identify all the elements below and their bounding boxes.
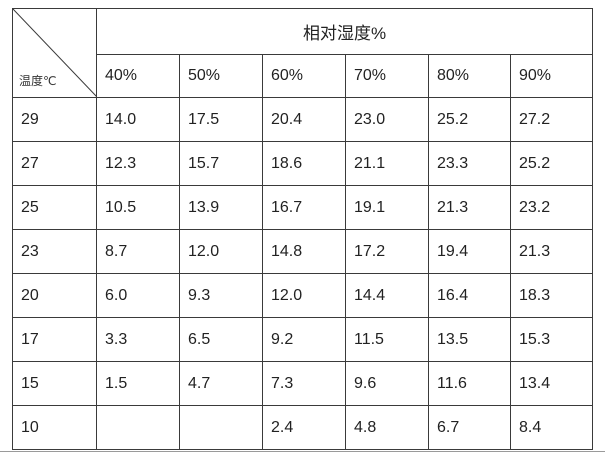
- value-cell: 25.2: [428, 97, 511, 142]
- value-cell: 25.2: [509, 141, 594, 186]
- value-cell: [96, 405, 180, 450]
- value-cell: 11.6: [428, 361, 511, 406]
- value-cell: 17.2: [345, 229, 429, 274]
- value-cell: 7.3: [262, 361, 346, 406]
- table-row: 15 1.5 4.7 7.3 9.6 11.6 13.4: [12, 361, 594, 406]
- table-row: 25 10.5 13.9 16.7 19.1 21.3 23.2: [12, 185, 594, 230]
- value-cell: 18.3: [509, 273, 594, 318]
- value-cell: 6.0: [96, 273, 180, 318]
- value-cell: 9.3: [179, 273, 263, 318]
- value-cell: 9.6: [345, 361, 429, 406]
- value-cell: 15.7: [179, 141, 263, 186]
- table-row: 20 6.0 9.3 12.0 14.4 16.4 18.3: [12, 273, 594, 318]
- value-cell: [179, 405, 263, 450]
- value-cell: 14.0: [96, 97, 180, 142]
- value-cell: 17.5: [179, 97, 263, 142]
- dew-point-table-container: 温度℃ 相对湿度% 40% 50% 60% 70% 80% 90% 29 14.…: [12, 8, 594, 450]
- relative-humidity-header: 相对湿度%: [95, 8, 594, 55]
- group-header-row: 温度℃ 相对湿度%: [12, 8, 594, 98]
- temperature-cell: 23: [12, 229, 97, 274]
- humidity-header-40: 40%: [96, 54, 180, 98]
- value-cell: 21.1: [345, 141, 429, 186]
- value-cell: 9.2: [262, 317, 346, 362]
- value-cell: 11.5: [345, 317, 429, 362]
- value-cell: 20.4: [262, 97, 346, 142]
- value-cell: 3.3: [96, 317, 180, 362]
- value-cell: 21.3: [509, 229, 594, 274]
- humidity-header-50: 50%: [179, 54, 263, 98]
- value-cell: 4.8: [345, 405, 429, 450]
- temperature-cell: 27: [12, 141, 97, 186]
- table-row: 23 8.7 12.0 14.8 17.2 19.4 21.3: [12, 229, 594, 274]
- value-cell: 12.0: [262, 273, 346, 318]
- temperature-axis-label: 温度℃: [19, 74, 57, 88]
- value-cell: 13.5: [428, 317, 511, 362]
- value-cell: 10.5: [96, 185, 180, 230]
- value-cell: 23.3: [428, 141, 511, 186]
- table-row: 27 12.3 15.7 18.6 21.1 23.3 25.2: [12, 141, 594, 186]
- value-cell: 1.5: [96, 361, 180, 406]
- humidity-header-70: 70%: [345, 54, 429, 98]
- value-cell: 19.4: [428, 229, 511, 274]
- temperature-cell: 20: [12, 273, 97, 318]
- value-cell: 6.7: [428, 405, 511, 450]
- table-row: 29 14.0 17.5 20.4 23.0 25.2 27.2: [12, 97, 594, 142]
- value-cell: 8.4: [509, 405, 594, 450]
- value-cell: 18.6: [262, 141, 346, 186]
- humidity-header-row: 40% 50% 60% 70% 80% 90%: [13, 54, 594, 98]
- value-cell: 4.7: [179, 361, 263, 406]
- value-cell: 14.8: [262, 229, 346, 274]
- value-cell: 16.7: [262, 185, 346, 230]
- temperature-cell: 29: [12, 97, 97, 142]
- temperature-cell: 17: [12, 317, 97, 362]
- value-cell: 12.0: [179, 229, 263, 274]
- value-cell: 19.1: [345, 185, 429, 230]
- value-cell: 2.4: [262, 405, 346, 450]
- value-cell: 14.4: [345, 273, 429, 318]
- bottom-divider: [0, 451, 605, 452]
- value-cell: 13.9: [179, 185, 263, 230]
- value-cell: 27.2: [509, 97, 594, 142]
- diagonal-divider-icon: [13, 9, 97, 97]
- humidity-header-90: 90%: [509, 54, 594, 98]
- dew-point-table: 温度℃ 相对湿度% 40% 50% 60% 70% 80% 90% 29 14.…: [12, 8, 594, 450]
- value-cell: 21.3: [428, 185, 511, 230]
- humidity-header-60: 60%: [262, 54, 346, 98]
- temperature-cell: 10: [12, 405, 97, 450]
- value-cell: 13.4: [509, 361, 594, 406]
- value-cell: 15.3: [509, 317, 594, 362]
- table-row: 10 2.4 4.8 6.7 8.4: [12, 405, 594, 450]
- value-cell: 12.3: [96, 141, 180, 186]
- value-cell: 23.0: [345, 97, 429, 142]
- temperature-cell: 25: [12, 185, 97, 230]
- value-cell: 23.2: [509, 185, 594, 230]
- value-cell: 6.5: [179, 317, 263, 362]
- table-row: 17 3.3 6.5 9.2 11.5 13.5 15.3: [12, 317, 594, 362]
- value-cell: 16.4: [428, 273, 511, 318]
- humidity-header-80: 80%: [428, 54, 511, 98]
- value-cell: 8.7: [96, 229, 180, 274]
- temperature-cell: 15: [12, 361, 97, 406]
- corner-header-cell: 温度℃: [12, 8, 97, 98]
